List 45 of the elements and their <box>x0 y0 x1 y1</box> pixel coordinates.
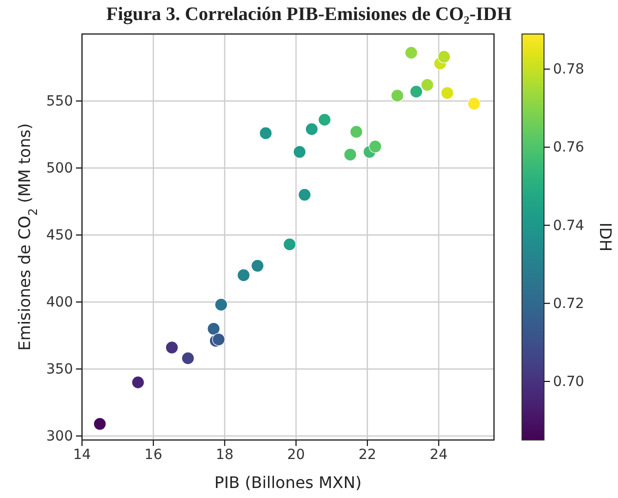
y-tick-label: 500 <box>46 160 73 176</box>
point <box>214 298 228 312</box>
point <box>298 188 312 202</box>
color-bar-label: 0.78 <box>553 62 584 78</box>
point <box>468 97 481 110</box>
chart-title: Figura 3. Correlación PIB-Emisiones de CO₂-IDH <box>106 4 512 25</box>
point <box>350 125 363 138</box>
point <box>283 238 296 251</box>
y-tick-label: 550 <box>46 93 73 110</box>
color-bar-label: 0.76 <box>553 140 584 156</box>
point <box>259 126 272 140</box>
point <box>318 113 332 126</box>
color-bar-label: 0.72 <box>553 296 584 312</box>
point <box>368 140 382 154</box>
point <box>305 122 318 136</box>
y-tick-label: 400 <box>46 294 73 310</box>
x-tick-label: 14 <box>73 446 91 463</box>
point <box>438 50 451 64</box>
point <box>165 341 178 354</box>
point <box>440 86 454 100</box>
point <box>212 333 226 346</box>
point <box>251 259 264 272</box>
point <box>390 89 404 102</box>
x-tick-label: 16 <box>144 446 162 463</box>
y-tick-label: 350 <box>46 361 73 378</box>
x-axis-title: PIB (Billones MXN) <box>214 473 362 492</box>
point <box>420 78 434 92</box>
color-bar-label: 0.74 <box>553 218 584 234</box>
point <box>410 85 423 98</box>
x-tick-label: 18 <box>216 446 234 463</box>
point <box>344 148 357 162</box>
y-tick-label: 450 <box>46 227 73 244</box>
point <box>181 352 194 365</box>
color-bar-title: IDH <box>596 222 615 252</box>
x-tick-label: 22 <box>358 446 376 463</box>
point <box>293 145 306 158</box>
point <box>404 46 418 60</box>
point <box>132 376 144 389</box>
color-bar-label: 0.70 <box>553 374 584 390</box>
x-tick-label: 24 <box>430 446 448 463</box>
point <box>93 417 106 430</box>
point <box>237 268 250 282</box>
point <box>207 322 220 336</box>
y-tick-label: 300 <box>46 428 73 444</box>
x-tick-label: 20 <box>287 446 305 463</box>
